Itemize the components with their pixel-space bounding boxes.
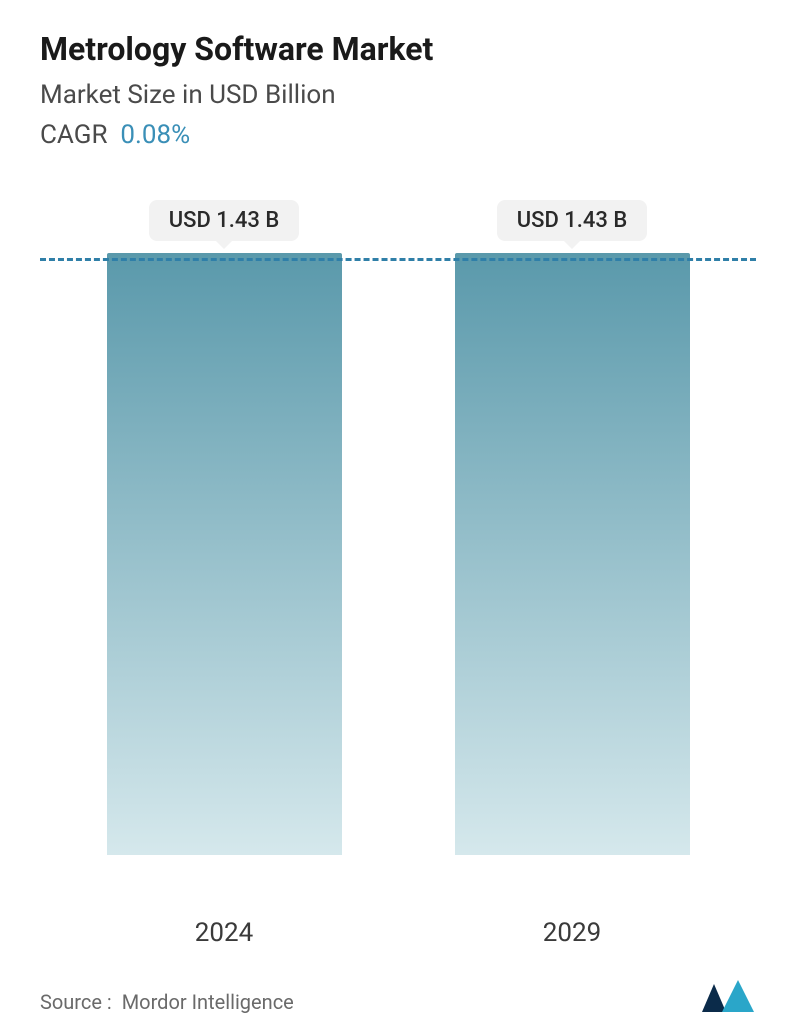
reference-line xyxy=(40,258,756,261)
source-label: Source : xyxy=(40,990,112,1014)
x-axis-label: 2024 xyxy=(107,918,342,948)
chart-container: Metrology Software Market Market Size in… xyxy=(0,0,796,1034)
bar xyxy=(455,253,690,855)
bar-value-bubble: USD 1.43 B xyxy=(497,200,648,241)
cagr-line: CAGR 0.08% xyxy=(40,120,756,150)
source-name: Mordor Intelligence xyxy=(122,990,294,1014)
chart-area: USD 1.43 B USD 1.43 B xyxy=(40,200,756,904)
bar-value-bubble: USD 1.43 B xyxy=(149,200,300,241)
cagr-value: 0.08% xyxy=(120,120,190,150)
x-axis-label: 2029 xyxy=(455,918,690,948)
bar-group: USD 1.43 B xyxy=(107,200,342,904)
brand-logo-icon xyxy=(700,976,756,1014)
bars-row: USD 1.43 B USD 1.43 B xyxy=(40,200,756,904)
chart-footer: Source : Mordor Intelligence xyxy=(40,948,756,1014)
chart-subtitle: Market Size in USD Billion xyxy=(40,80,756,110)
bar-group: USD 1.43 B xyxy=(455,200,690,904)
x-axis-labels: 2024 2029 xyxy=(40,904,756,948)
cagr-label: CAGR xyxy=(40,120,107,150)
chart-title: Metrology Software Market xyxy=(40,30,756,68)
bar xyxy=(107,253,342,855)
source-text: Source : Mordor Intelligence xyxy=(40,990,294,1014)
